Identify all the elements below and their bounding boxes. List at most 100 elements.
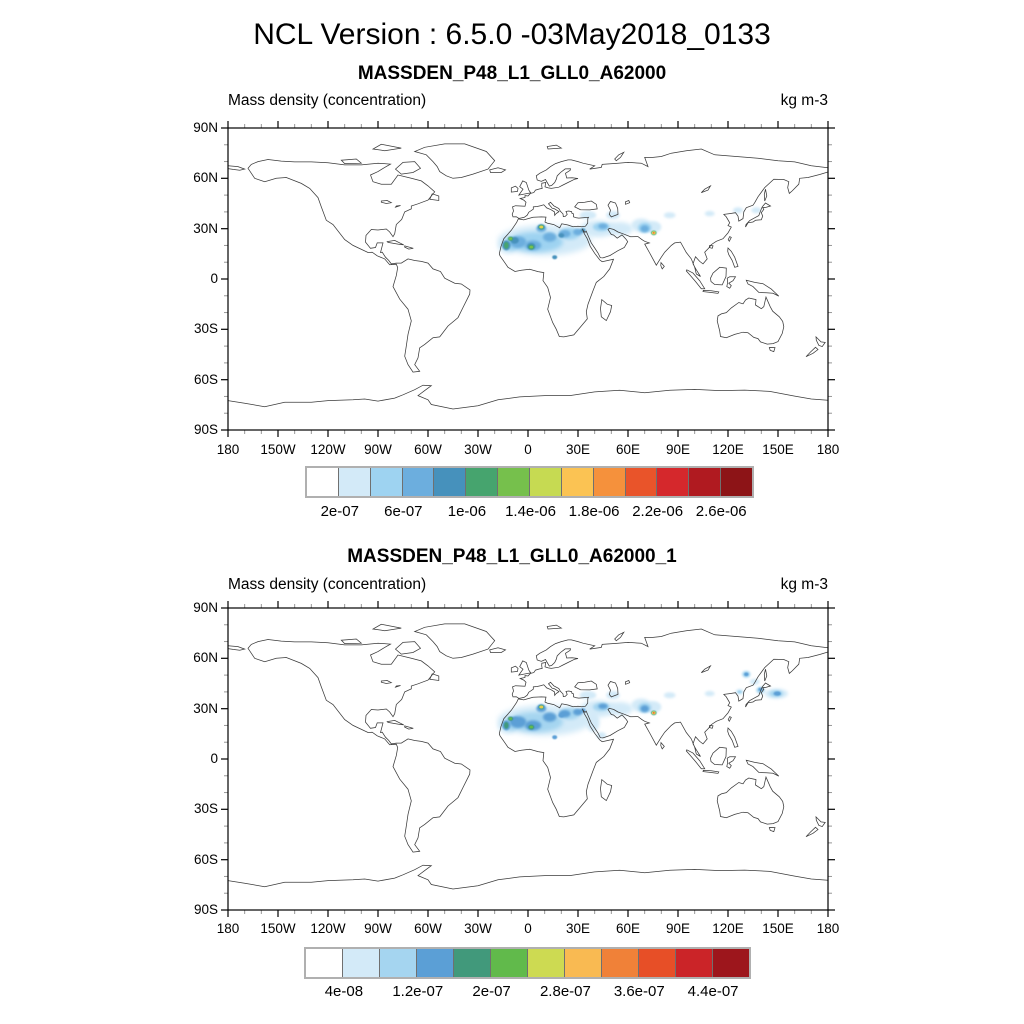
colorbar-cell (639, 949, 676, 977)
coastline (413, 143, 496, 179)
x-tick-label: 150W (260, 442, 296, 457)
coastline (371, 623, 402, 632)
concentration-blob (733, 207, 743, 214)
y-tick-label: 90N (193, 120, 218, 135)
colorbar-tick-label: 2.2e-06 (632, 503, 684, 520)
coastline (489, 647, 507, 653)
colorbar-tick-label: 1e-06 (447, 503, 487, 520)
colorbar-cell (491, 949, 528, 977)
coastline (727, 247, 739, 268)
coastline (708, 724, 714, 729)
coastline (805, 346, 819, 358)
x-tick-label: 180 (816, 921, 840, 936)
concentration-blob (552, 255, 558, 260)
y-tick-label: 30N (193, 220, 218, 236)
coastline (247, 159, 471, 373)
coastline (394, 205, 401, 208)
coastline (404, 245, 414, 250)
coastline (710, 746, 727, 766)
coastline (727, 727, 739, 748)
coastline (498, 628, 828, 818)
coastline (727, 236, 732, 243)
axis-ticks (221, 601, 835, 917)
colorbar-cell (602, 949, 639, 977)
colorbar-cells (307, 468, 753, 496)
colorbar-cell (338, 468, 371, 496)
coastline (429, 193, 440, 201)
concentration-blob (744, 672, 749, 677)
coastline (625, 680, 631, 685)
concentration-blob (504, 242, 509, 249)
coastline (546, 624, 563, 630)
coastline (745, 682, 772, 708)
x-tick-label: 0 (524, 442, 532, 457)
x-tick-label: 30E (565, 921, 591, 936)
concentration-blob (749, 678, 760, 685)
coastline (386, 240, 404, 246)
coastline (247, 639, 471, 853)
concentration-blob (640, 705, 649, 713)
y-tick-label: 90S (193, 902, 218, 917)
x-tick-label: 30E (565, 442, 591, 457)
concentration-blob (704, 210, 715, 217)
y-tick-label: 60S (193, 851, 218, 867)
concentration-blob (606, 222, 633, 236)
coastline (815, 335, 826, 348)
y-tick-label: 60N (193, 650, 218, 666)
x-tick-label: 60E (615, 442, 641, 457)
x-tick-label: 150W (260, 921, 296, 936)
coastline (228, 864, 828, 890)
coastline (815, 815, 826, 828)
concentration-blob (543, 232, 557, 242)
concentration-blob (598, 223, 608, 229)
colorbar-cell (676, 949, 713, 977)
x-tick-label: 180 (216, 921, 240, 936)
coastline (371, 143, 402, 152)
y-tick-label: 90N (193, 600, 218, 615)
colorbar-cell (307, 468, 339, 496)
colorbar-cell (343, 949, 380, 977)
y-tick-label: 60S (193, 371, 218, 387)
map-frame (227, 607, 829, 911)
colorbar-cell (689, 468, 722, 496)
concentration-blob (653, 712, 655, 714)
concentration-blob (504, 722, 509, 729)
y-tick-label: 60N (193, 170, 218, 186)
concentration-blob (640, 225, 649, 233)
x-tick-label: 90W (364, 921, 392, 936)
colorbar-cell (498, 468, 531, 496)
coastline (660, 741, 665, 750)
units-label-2: kg m-3 (780, 576, 828, 593)
coastline (727, 716, 732, 723)
concentration-blob (776, 692, 780, 695)
colorbar-cell (561, 468, 594, 496)
coastline (726, 276, 737, 289)
concentration-field (498, 670, 788, 740)
coastline (745, 202, 772, 228)
world-map-1 (221, 121, 835, 437)
concentration-blob (509, 717, 512, 720)
coastline (394, 161, 422, 175)
coastline (702, 290, 720, 294)
y-tick-label: 30S (193, 801, 218, 817)
concentration-blob (543, 712, 557, 722)
coastline (600, 298, 613, 322)
coastline (498, 148, 828, 338)
concentration-blob (558, 713, 565, 718)
colorbar-tick-label: 2e-07 (472, 983, 511, 1000)
x-tick-label: 180 (816, 442, 840, 457)
coastline (413, 623, 496, 659)
coastline (340, 638, 363, 644)
coastline (380, 680, 393, 684)
colorbar-tick-label: 1.4e-06 (505, 503, 556, 520)
coastline (574, 200, 598, 211)
y-tick-label: 90S (193, 422, 218, 437)
concentration-blob (598, 703, 608, 709)
field-label-2: Mass density (concentration) (228, 576, 427, 593)
x-tick-label: 90E (665, 921, 691, 936)
coastline (517, 660, 532, 676)
colorbar-cell (417, 949, 454, 977)
main-title: NCL Version : 6.5.0 -03May2018_0133 (253, 18, 771, 51)
colorbar-cells (306, 949, 749, 977)
x-tick-label: 120W (310, 442, 346, 457)
